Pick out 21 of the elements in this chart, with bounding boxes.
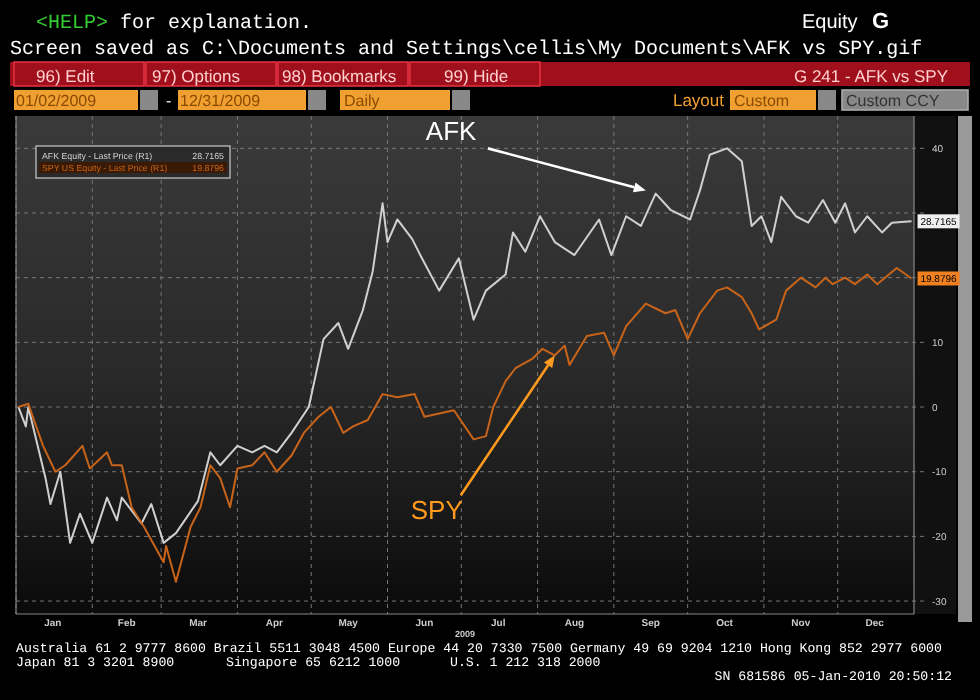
edit-button: 96) Edit [13, 61, 145, 87]
text: <HELP> [36, 14, 109, 36]
period-field: Daily [340, 90, 450, 110]
text: for explanation. [120, 12, 313, 36]
line-series [17, 147, 913, 544]
annotation: AFK [425, 116, 478, 147]
annotation: SPY [410, 495, 464, 526]
text: Layout [672, 90, 726, 110]
end-date-field: 12/31/2009 [178, 90, 306, 110]
text: - [166, 92, 172, 110]
bookmarks-button: 98) Bookmarks [277, 61, 409, 87]
text: G [872, 10, 890, 34]
options-button: 97) Options [145, 61, 277, 87]
text: Screen saved as C:\Documents and Settings\cellis\My Documents\AFK vs SPY.gif [10, 38, 923, 62]
start-date-field: 01/02/2009 [14, 90, 138, 110]
line-series [17, 266, 913, 583]
currency-field: Custom CCY [841, 89, 969, 111]
layout-field: Custom [730, 90, 816, 110]
text: Equity [802, 12, 858, 34]
text: G 241 - AFK vs SPY [793, 66, 949, 86]
hide-button: 99) Hide [409, 61, 541, 87]
